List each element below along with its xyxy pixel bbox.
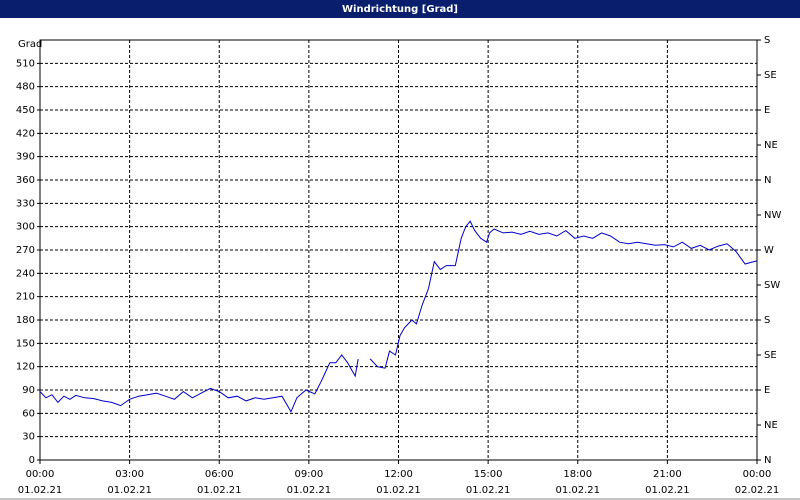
x-tick-date: 01.02.21 [287,485,332,496]
y-tick-label: 510 [16,58,35,69]
y-tick-label: 60 [22,408,35,419]
x-tick-date: 01.02.21 [645,485,690,496]
y-tick-label: 450 [16,105,35,116]
y2-tick-label: SE [764,70,777,81]
y2-tick-label: E [764,105,770,116]
y-axis-label: Grad [18,39,42,50]
title-bar [0,0,800,18]
y-tick-label: 120 [16,362,35,373]
x-tick-label: 00:00 [26,469,55,480]
x-tick-label: 09:00 [294,469,323,480]
y2-tick-label: S [764,35,770,46]
y-tick-label: 420 [16,128,35,139]
y2-tick-label: NE [764,420,778,431]
x-tick-date: 01.02.21 [466,485,511,496]
y-tick-label: 0 [29,455,35,466]
y-tick-label: 90 [22,385,35,396]
y-tick-label: 240 [16,268,35,279]
y-tick-label: 210 [16,292,35,303]
x-tick-label: 12:00 [384,469,413,480]
x-tick-date: 02.02.21 [735,485,780,496]
x-tick-date: 01.02.21 [107,485,152,496]
x-tick-label: 18:00 [563,469,592,480]
y-tick-label: 150 [16,338,35,349]
x-tick-date: 01.02.21 [18,485,63,496]
y2-tick-label: NE [764,140,778,151]
x-tick-date: 01.02.21 [197,485,242,496]
y2-tick-label: N [764,175,771,186]
x-tick-label: 15:00 [474,469,503,480]
x-tick-label: 03:00 [115,469,144,480]
y-tick-label: 180 [16,315,35,326]
chart-title: Windrichtung [Grad] [342,4,458,15]
y-tick-label: 300 [16,222,35,233]
x-tick-label: 00:00 [743,469,772,480]
y-tick-label: 270 [16,245,35,256]
y-tick-label: 480 [16,82,35,93]
y2-tick-label: S [764,315,770,326]
y2-tick-label: SE [764,350,777,361]
x-tick-date: 01.02.21 [555,485,600,496]
x-tick-date: 01.02.21 [376,485,421,496]
y2-tick-label: W [764,245,774,256]
y2-tick-label: E [764,385,770,396]
y-tick-label: 360 [16,175,35,186]
y-tick-label: 30 [22,432,35,443]
x-tick-label: 06:00 [205,469,234,480]
y2-tick-label: NW [764,210,781,221]
y2-tick-label: SW [764,280,780,291]
x-tick-label: 21:00 [653,469,682,480]
y-tick-label: 390 [16,152,35,163]
y2-tick-label: N [764,455,771,466]
data-line [39,220,758,413]
y-tick-label: 330 [16,198,35,209]
